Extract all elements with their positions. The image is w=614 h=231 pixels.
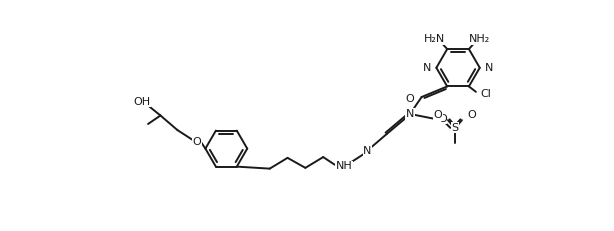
Text: OH: OH — [133, 97, 150, 107]
Text: S: S — [451, 123, 459, 133]
Text: O: O — [467, 110, 476, 121]
Text: H₂N: H₂N — [424, 34, 445, 44]
Text: N: N — [406, 109, 414, 119]
Text: N: N — [485, 63, 494, 73]
Text: NH: NH — [336, 161, 352, 171]
Text: N: N — [363, 146, 371, 156]
Text: N: N — [422, 63, 431, 73]
Text: O: O — [438, 114, 446, 124]
Text: Cl: Cl — [481, 89, 491, 99]
Text: O: O — [193, 137, 201, 147]
Text: O: O — [434, 110, 443, 121]
Text: NH₂: NH₂ — [469, 34, 491, 44]
Text: O: O — [405, 94, 414, 103]
